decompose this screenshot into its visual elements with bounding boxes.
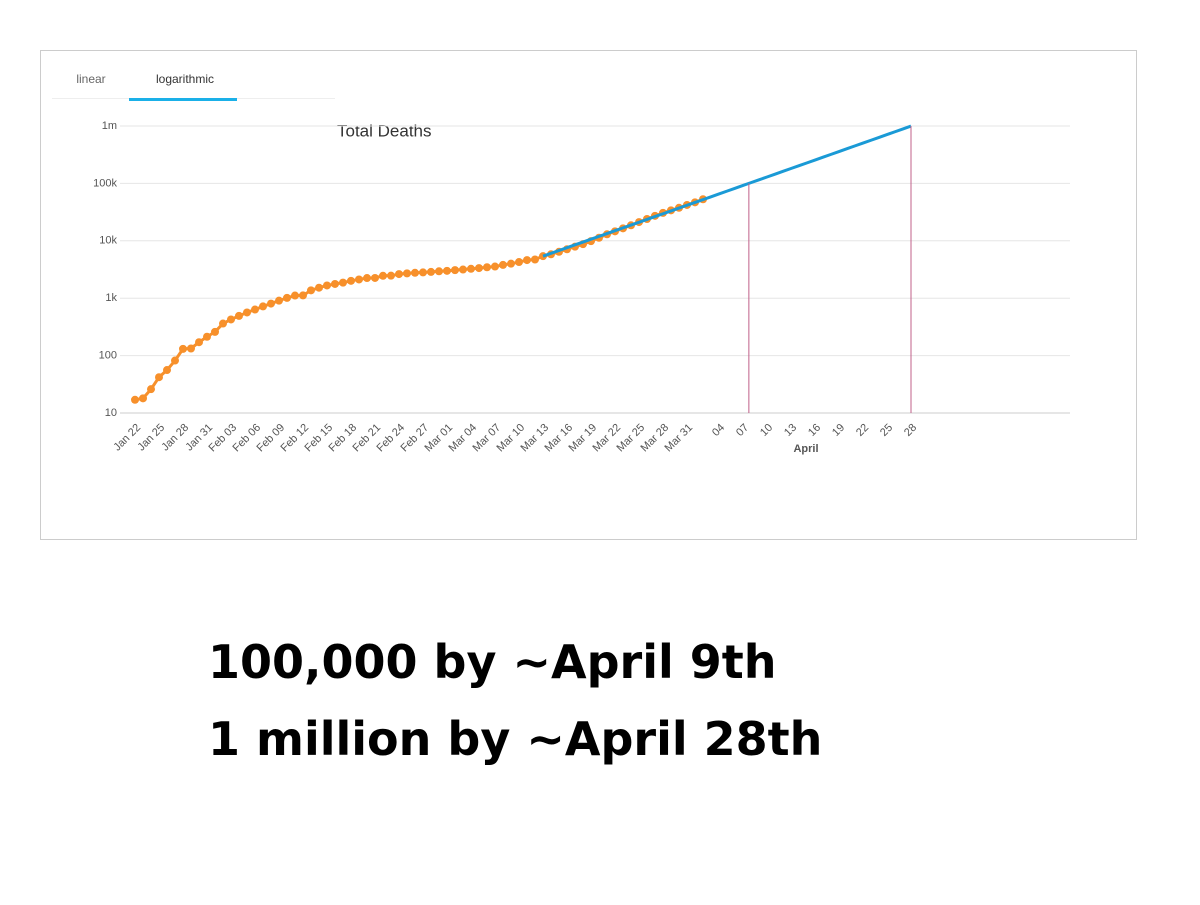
chart-title: Total Deaths (337, 121, 432, 140)
point (179, 344, 187, 353)
point (331, 279, 339, 288)
caption-line: 1 million by ~April 28th (208, 712, 822, 766)
point (307, 286, 315, 295)
point (403, 269, 411, 278)
point (507, 259, 515, 268)
point (187, 344, 195, 353)
point (147, 385, 155, 394)
x-group-label: April (793, 443, 818, 455)
y-tick-label: 100 (99, 350, 117, 362)
point (155, 373, 163, 382)
point (203, 332, 211, 341)
point (347, 276, 355, 285)
point (195, 338, 203, 347)
point (363, 274, 371, 283)
y-tick-label: 1m (102, 120, 117, 132)
y-tick-label: 10 (105, 407, 117, 419)
point (523, 256, 531, 265)
point (395, 270, 403, 279)
point (419, 268, 427, 277)
y-tick-label: 10k (99, 235, 117, 247)
point (227, 315, 235, 324)
tab[interactable]: linear (76, 72, 105, 86)
point (435, 267, 443, 276)
point (259, 302, 267, 311)
point (283, 293, 291, 302)
point (371, 273, 379, 282)
point (235, 311, 243, 320)
tab-underline (129, 98, 237, 101)
point (355, 275, 363, 284)
point (267, 299, 275, 308)
series-line (542, 124, 912, 258)
point (315, 283, 323, 292)
point (475, 264, 483, 273)
point (387, 271, 395, 280)
point (323, 281, 331, 290)
point (299, 291, 307, 300)
point (171, 356, 179, 365)
point (243, 308, 251, 317)
point (427, 267, 435, 276)
point (531, 255, 539, 264)
point (379, 271, 387, 280)
point (211, 327, 219, 336)
point (339, 278, 347, 287)
point (291, 291, 299, 300)
point (491, 262, 499, 271)
point (451, 266, 459, 275)
y-tick-label: 100k (93, 177, 117, 189)
point (499, 260, 507, 269)
y-tick-label: 1k (105, 292, 117, 304)
point (515, 258, 523, 267)
chart-frame (40, 50, 1137, 540)
point (251, 305, 259, 314)
point (163, 366, 171, 375)
point (131, 395, 139, 404)
point (467, 264, 475, 273)
point (443, 266, 451, 275)
point (275, 296, 283, 305)
point (411, 268, 419, 277)
point (483, 263, 491, 272)
point (459, 265, 467, 274)
point (139, 394, 147, 403)
point (219, 319, 227, 328)
tab-active[interactable]: logarithmic (156, 72, 214, 86)
caption-line: 100,000 by ~April 9th (208, 635, 777, 689)
